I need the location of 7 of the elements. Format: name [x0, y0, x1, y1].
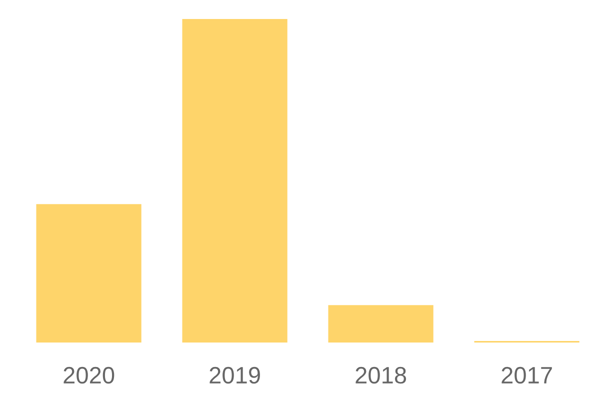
x-tick-label: 2018	[356, 366, 406, 384]
x-tick-label: 2020	[64, 366, 114, 384]
bar	[328, 305, 434, 343]
x-tick-label: 2019	[210, 366, 260, 384]
x-tick-label: 2017	[502, 366, 552, 384]
bar	[182, 19, 288, 343]
bar	[36, 204, 142, 343]
